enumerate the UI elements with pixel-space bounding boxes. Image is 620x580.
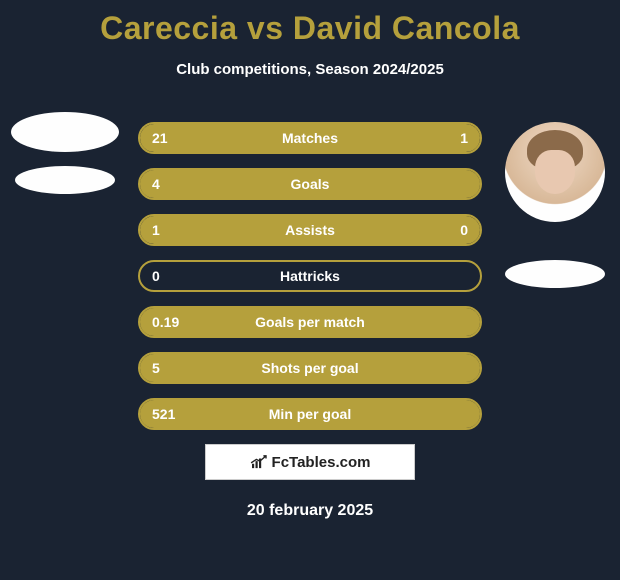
player-right-avatar [505, 122, 605, 222]
stat-row-hattricks: 0 Hattricks [138, 260, 482, 292]
stat-label: Goals per match [140, 314, 480, 330]
stat-label: Goals [140, 176, 480, 192]
stat-row-goals: 4 Goals [138, 168, 482, 200]
stat-label: Assists [140, 222, 480, 238]
comparison-subtitle: Club competitions, Season 2024/2025 [0, 61, 620, 78]
stats-container: 21 Matches 1 4 Goals 1 Assists 0 0 Hattr… [138, 122, 482, 444]
stat-row-spg: 5 Shots per goal [138, 352, 482, 384]
stat-row-matches: 21 Matches 1 [138, 122, 482, 154]
stat-value-right: 1 [460, 130, 468, 146]
logo-text: FcTables.com [272, 454, 371, 471]
player-left-nametag [15, 166, 115, 194]
stat-value-right: 0 [460, 222, 468, 238]
fctables-logo: FcTables.com [205, 444, 415, 480]
stat-label: Matches [140, 130, 480, 146]
stat-row-mpg: 521 Min per goal [138, 398, 482, 430]
player-right-nametag [505, 260, 605, 288]
comparison-date: 20 february 2025 [0, 502, 620, 520]
stat-label: Hattricks [140, 268, 480, 284]
comparison-title: Careccia vs David Cancola [0, 0, 620, 47]
player-left-panel [10, 112, 120, 194]
stat-label: Shots per goal [140, 360, 480, 376]
player-left-avatar-placeholder [11, 112, 119, 152]
stat-row-gpm: 0.19 Goals per match [138, 306, 482, 338]
chart-up-icon [250, 455, 268, 469]
player-right-panel [500, 122, 610, 288]
stat-row-assists: 1 Assists 0 [138, 214, 482, 246]
stat-label: Min per goal [140, 406, 480, 422]
